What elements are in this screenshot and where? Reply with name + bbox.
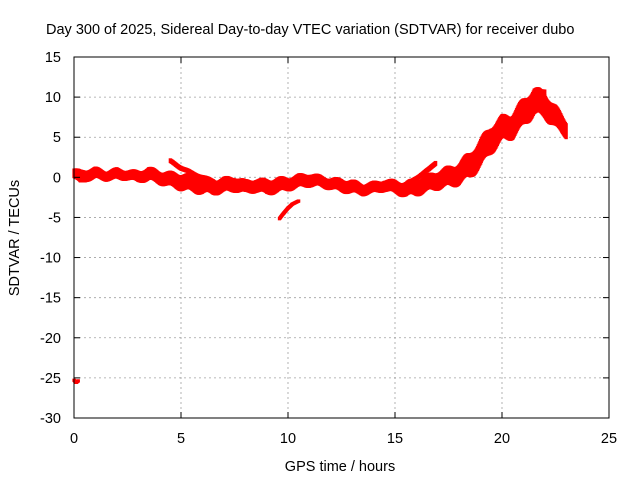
data-point	[434, 160, 438, 166]
grid-lines	[74, 57, 609, 418]
y-tick-label: 15	[45, 50, 61, 66]
series-main	[72, 87, 568, 198]
data-point	[76, 379, 80, 383]
chart-title: Day 300 of 2025, Sidereal Day-to-day VTE…	[46, 22, 574, 38]
axis-ticks	[73, 56, 610, 419]
x-tick-label: 10	[280, 431, 296, 447]
x-tick-label: 0	[70, 431, 78, 447]
y-tick-label: -15	[40, 291, 61, 307]
y-tick-label: -20	[40, 331, 61, 347]
data-point	[543, 89, 547, 98]
data-series	[72, 87, 568, 384]
y-tick-label: 10	[45, 90, 61, 106]
series-arc-4.5h	[168, 158, 226, 189]
y-tick-label: -10	[40, 251, 61, 267]
data-point	[222, 184, 226, 189]
series-arc-9.6h	[277, 199, 301, 221]
series-arc-20h	[500, 89, 547, 137]
data-point	[297, 199, 301, 203]
x-axis-label: GPS time / hours	[285, 459, 395, 475]
y-tick-label: -30	[40, 411, 61, 427]
x-tick-label: 20	[494, 431, 510, 447]
series-arc-16h	[410, 160, 438, 184]
x-tick-label: 5	[177, 431, 185, 447]
y-axis-label: SDTVAR / TECUs	[7, 180, 23, 296]
y-tick-labels: 15 10 5 0 -5 -10 -15 -20 -25 -30	[40, 50, 61, 427]
y-tick-label: 0	[53, 170, 61, 186]
y-tick-label: 5	[53, 130, 61, 146]
y-tick-label: -5	[48, 210, 61, 226]
plot-frame	[73, 56, 610, 419]
x-tick-label: 25	[601, 431, 617, 447]
y-tick-label: -25	[40, 371, 61, 387]
data-point	[564, 123, 568, 140]
x-tick-labels: 0 5 10 15 20 25	[70, 431, 617, 447]
x-tick-label: 15	[387, 431, 403, 447]
